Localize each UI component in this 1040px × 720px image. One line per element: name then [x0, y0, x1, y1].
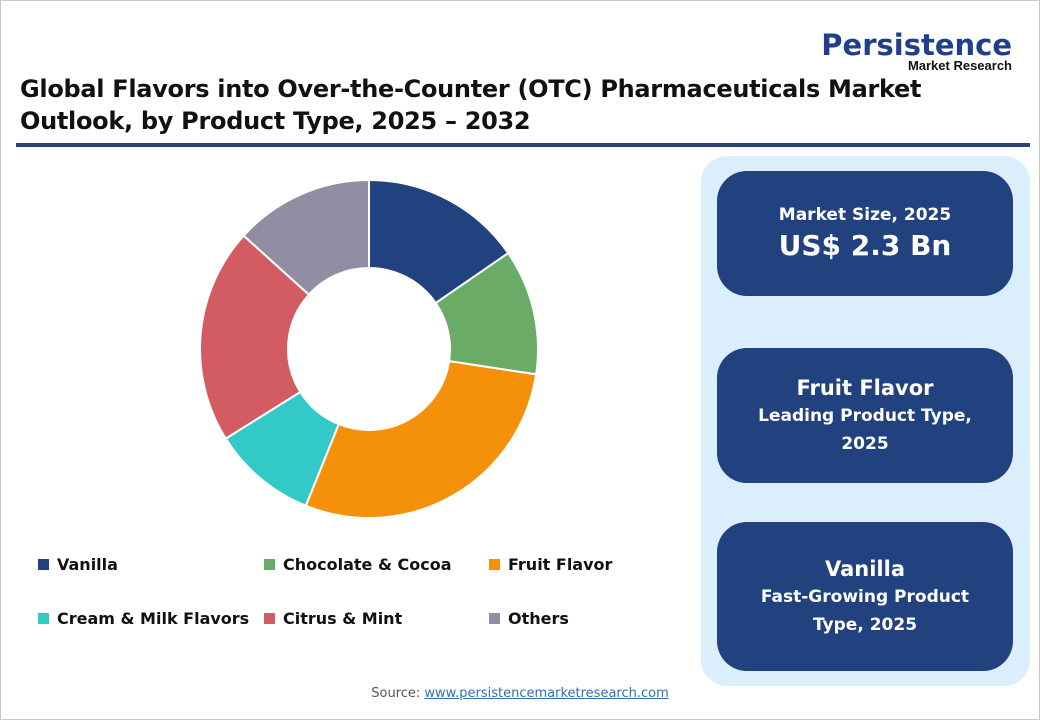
donut-slice-vanilla	[368, 178, 510, 305]
legend-swatch-icon	[264, 613, 275, 624]
fastest-growing-card: Vanilla Fast-Growing Product Type, 2025	[717, 522, 1013, 671]
title-line-1: Global Flavors into Over-the-Counter (OT…	[20, 75, 922, 103]
legend-item-chocolate-cocoa: Chocolate & Cocoa	[264, 555, 451, 574]
legend-label: Chocolate & Cocoa	[283, 555, 452, 574]
logo-subtitle: Market Research	[907, 58, 1012, 73]
legend-label: Vanilla	[57, 555, 118, 574]
source-link[interactable]: www.persistencemarketresearch.com	[424, 686, 669, 701]
leading-product-card: Fruit Flavor Leading Product Type, 2025	[717, 348, 1013, 483]
fastest-growing-caption-1: Fast-Growing Product	[760, 586, 970, 607]
legend-swatch-icon	[489, 613, 500, 624]
legend-swatch-icon	[489, 559, 500, 570]
legend-label: Citrus & Mint	[283, 609, 403, 628]
legend-swatch-icon	[38, 559, 49, 570]
legend-label: Others	[508, 609, 569, 628]
legend-item-citrus-mint: Citrus & Mint	[264, 609, 402, 628]
donut-chart	[199, 178, 539, 519]
source-label: Source:	[371, 686, 421, 701]
legend-label: Cream & Milk Flavors	[57, 609, 250, 628]
donut-slice-citrus-mint	[199, 234, 311, 441]
leading-product-caption-2: 2025	[841, 433, 889, 454]
logo-wordmark: Persistence	[821, 28, 1012, 62]
legend-item-vanilla: Vanilla	[38, 555, 118, 574]
leading-product-name: Fruit Flavor	[796, 375, 934, 400]
market-size-value: US$ 2.3 Bn	[778, 228, 952, 262]
legend-item-fruit-flavor: Fruit Flavor	[489, 555, 612, 574]
market-size-card: Market Size, 2025 US$ 2.3 Bn	[717, 171, 1013, 296]
leading-product-caption-1: Leading Product Type,	[758, 405, 972, 426]
key-stats-panel: Market Size, 2025 US$ 2.3 Bn Fruit Flavo…	[701, 156, 1030, 686]
chart-title: Global Flavors into Over-the-Counter (OT…	[20, 73, 960, 137]
fastest-growing-caption-2: Type, 2025	[812, 614, 918, 635]
donut-slice-fruit-flavor	[304, 360, 538, 519]
donut-slice-others	[242, 178, 370, 297]
legend-swatch-icon	[264, 559, 275, 570]
legend-label: Fruit Flavor	[508, 555, 613, 574]
fastest-growing-name: Vanilla	[825, 556, 905, 581]
legend-item-others: Others	[489, 609, 569, 628]
brand-logo: Persistence Market Research	[821, 30, 1012, 73]
legend-item-cream-milk: Cream & Milk Flavors	[38, 609, 249, 628]
source-note: Source: www.persistencemarketresearch.co…	[0, 686, 1040, 701]
title-line-2: Outlook, by Product Type, 2025 – 2032	[20, 107, 531, 135]
legend-swatch-icon	[38, 613, 49, 624]
market-size-label: Market Size, 2025	[778, 204, 952, 225]
title-divider	[16, 143, 1030, 147]
